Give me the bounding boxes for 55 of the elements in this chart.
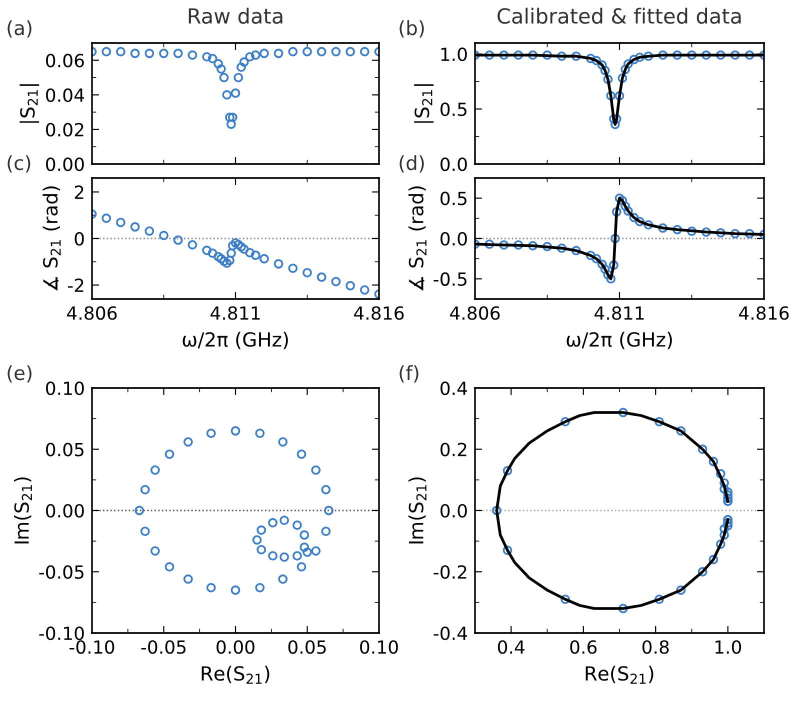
chart-title: Calibrated & fitted data [498,8,741,24]
x-tick-label: -0.05 [141,640,186,654]
text: (a) [8,20,32,38]
y-tick-label: 0.2 [440,442,466,456]
x-tick-label: 4.806 [450,306,500,320]
x-tick-label: 4.806 [67,306,117,320]
y-tick-label: 0.10 [46,381,84,396]
x-tick-label: 4.811 [594,306,644,320]
x-tick-label: 0.00 [216,640,254,654]
y-tick-label: -0.05 [39,565,84,579]
y-tick-label: -0.2 [434,565,466,579]
y-tick-label: -2 [68,278,84,292]
text: (c) [8,155,30,173]
x-tick-label: 0.10 [360,640,398,654]
y-axis-title: ∡ S$_{21}$ (rad) [408,186,426,291]
y-tick-label: 0.0 [440,504,467,518]
y-tick-label: 0.02 [46,122,84,137]
y-tick-label: 2 [74,185,84,199]
y-tick-label: 0.06 [46,54,84,68]
y-tick-label: -0.5 [434,272,466,286]
x-tick-label: 0.6 [570,640,597,654]
y-axis-title: |S$_{21}$| [414,84,434,123]
x-axis-title: Re(S$_{21}$) [202,666,270,684]
y-axis-title: |S$_{21}$| [20,84,40,123]
y-tick-label: 0.5 [440,192,466,206]
x-tick-label: 0.05 [288,640,326,654]
x-tick-label: 0.4 [498,640,524,654]
x-axis-title: Re(S$_{21}$) [586,666,654,684]
x-axis-title: ω/2π (GHz) [182,332,288,350]
y-tick-label: 0.00 [46,504,84,518]
text: (b) [400,20,424,38]
y-tick-label: -0.4 [434,626,468,640]
y-tick-label: 1.0 [441,47,467,62]
x-tick-label: 0.8 [642,640,669,654]
y-tick-label: 0 [74,232,84,246]
y-tick-label: 0.05 [46,442,84,456]
y-tick-label: 0.5 [440,102,466,116]
y-tick-label: 0.0 [440,157,467,172]
text: (f) [400,365,418,383]
x-tick-label: 4.816 [739,306,789,320]
y-axis-title: ∡ S$_{21}$ (rad) [42,186,61,291]
y-axis-title: Im(S$_{21}$) [408,477,426,544]
x-tick-label: 1.0 [716,640,742,654]
text: (e) [8,365,32,383]
chart-title: Raw data [188,8,282,24]
y-tick-label: 0.0 [440,232,467,246]
y-tick-label: -0.10 [39,626,84,640]
x-tick-label: 4.811 [210,306,260,320]
y-tick-label: 0.4 [440,381,468,396]
x-tick-label: 4.816 [354,306,404,320]
y-tick-label: 0.00 [46,157,84,172]
x-axis-title: ω/2π (GHz) [566,332,672,350]
y-tick-label: 0.04 [46,88,84,102]
text: (d) [400,155,424,173]
y-axis-title: Im(S$_{21}$) [14,477,32,544]
